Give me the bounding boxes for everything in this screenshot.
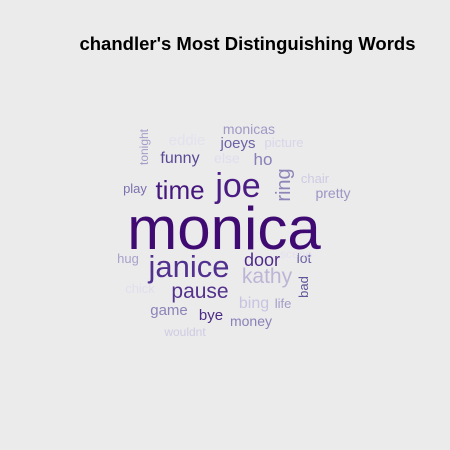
word: bing bbox=[239, 295, 269, 312]
word: picture bbox=[264, 135, 303, 150]
chart-title: chandler's Most Distinguishing Words bbox=[79, 33, 416, 54]
word: ring bbox=[273, 168, 295, 201]
word: ho bbox=[254, 150, 273, 169]
word: kathy bbox=[242, 265, 293, 288]
word: chair bbox=[301, 171, 330, 186]
word: funny bbox=[160, 150, 199, 167]
word: eddie bbox=[169, 132, 206, 149]
word: joe bbox=[214, 167, 260, 205]
word: money bbox=[230, 313, 272, 329]
word: chick bbox=[125, 281, 155, 296]
word: time bbox=[155, 175, 204, 205]
word: janice bbox=[148, 249, 230, 284]
word: monicas bbox=[223, 121, 275, 137]
word: bad bbox=[296, 276, 311, 298]
word: else bbox=[214, 150, 240, 166]
word: monica bbox=[127, 195, 321, 262]
word: pause bbox=[171, 280, 228, 303]
word: scene bbox=[280, 247, 312, 261]
word: joeys bbox=[219, 135, 255, 152]
word: game bbox=[150, 302, 188, 319]
word: lot bbox=[297, 250, 312, 266]
word: wouldnt bbox=[163, 325, 206, 339]
word: tonight bbox=[137, 128, 151, 165]
word: pretty bbox=[315, 185, 350, 201]
word: door bbox=[244, 250, 280, 270]
word: life bbox=[275, 296, 292, 311]
word: hug bbox=[117, 251, 139, 266]
word: bye bbox=[199, 307, 223, 324]
word: play bbox=[123, 181, 147, 196]
